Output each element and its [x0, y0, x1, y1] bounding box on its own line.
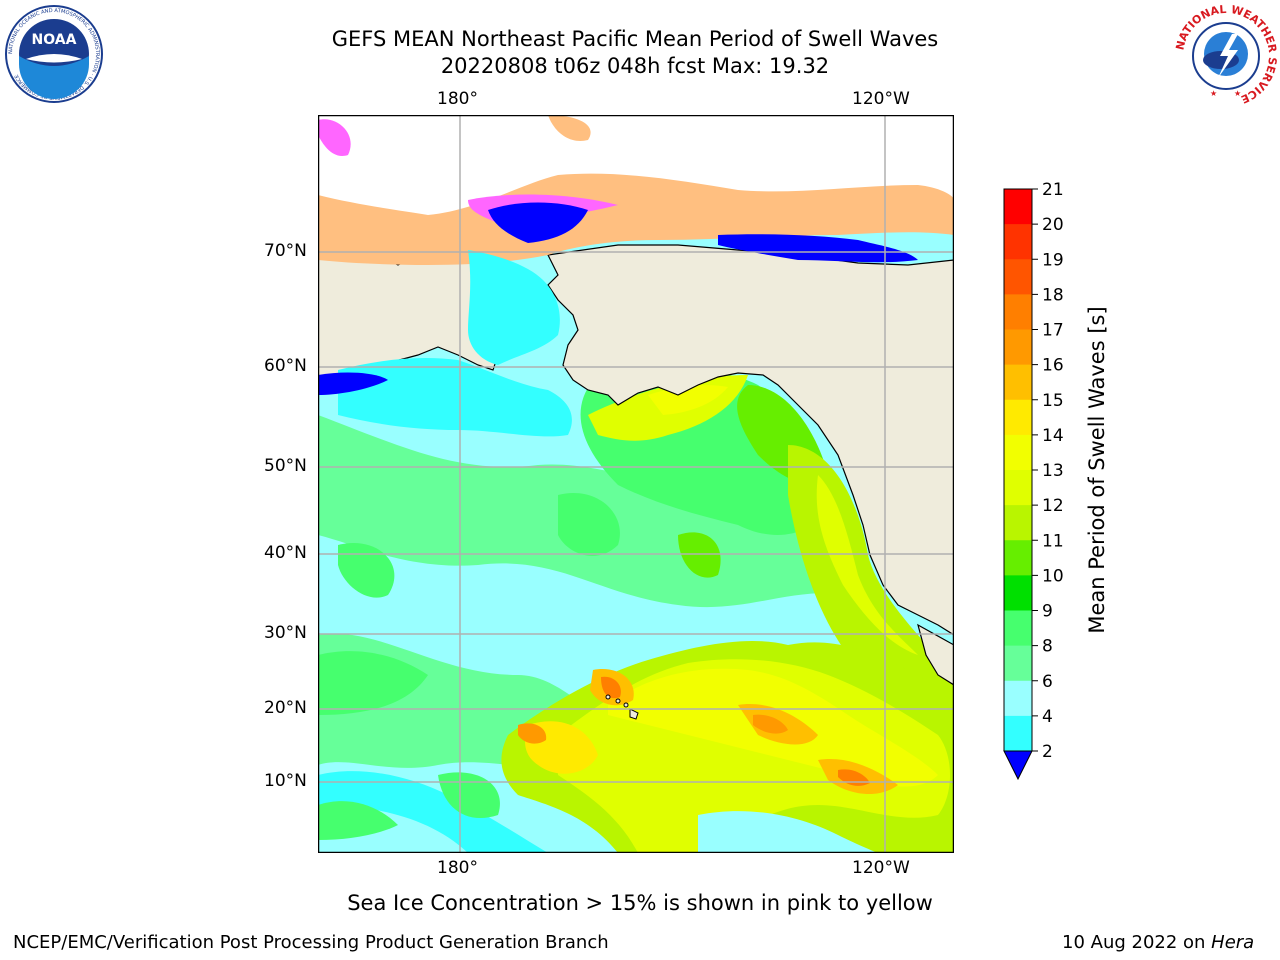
- colorbar-tick-label: 17: [1042, 321, 1064, 341]
- colorbar-segment: [1004, 364, 1032, 401]
- colorbar-segment: [1004, 329, 1032, 366]
- colorbar-tick-label: 13: [1042, 461, 1064, 481]
- lat-label-70n: 70°N: [264, 241, 307, 261]
- lat-label-30n: 30°N: [264, 623, 307, 643]
- colorbar-tick-label: 15: [1042, 391, 1064, 411]
- lat-label-10n: 10°N: [264, 771, 307, 791]
- colorbar-tick-label: 14: [1042, 426, 1064, 446]
- date-stamp: 10 Aug 2022 on Hera: [1062, 932, 1254, 953]
- colorbar-tick-label: 4: [1042, 707, 1053, 727]
- arctic-band: [318, 115, 954, 265]
- colorbar-tick-label: 20: [1042, 215, 1064, 235]
- colorbar-segment: [1004, 470, 1032, 506]
- svg-text:★: ★: [1234, 89, 1241, 98]
- colorbar-tick-label: 6: [1042, 672, 1053, 692]
- colorbar-segment: [1004, 434, 1032, 471]
- map-svg: [317, 114, 955, 854]
- colorbar-segment: [1004, 715, 1032, 752]
- date-text: 10 Aug 2022 on: [1062, 932, 1212, 953]
- colorbar-tick-label: 2: [1042, 742, 1053, 762]
- colorbar-tick-label: 9: [1042, 602, 1053, 622]
- colorbar-svg: 21 20 19 18 17 16 15 14 13 12 11 10 9 8 6 4 2: [1003, 180, 1064, 781]
- noaa-logo: NATIONAL OCEANIC AND ATMOSPHERIC ADMINIS…: [4, 4, 104, 104]
- map-panel: [317, 114, 955, 854]
- colorbar-tick-label: 12: [1042, 496, 1064, 516]
- machine-name: Hera: [1211, 932, 1255, 953]
- top-lon-label-120w: 120°W: [852, 89, 910, 109]
- colorbar-segment: [1004, 505, 1032, 541]
- colorbar-segment: [1004, 189, 1032, 225]
- top-lon-label-180: 180°: [437, 89, 478, 109]
- colorbar-tick-label: 19: [1042, 250, 1064, 270]
- hawaii-islands: [605, 694, 639, 720]
- sea-ice-note: Sea Ice Concentration > 15% is shown in …: [347, 891, 933, 915]
- colorbar-segment: [1004, 575, 1032, 611]
- bottom-lon-label-120w: 120°W: [852, 858, 910, 878]
- colorbar-extend-arrow: [1003, 750, 1033, 781]
- colorbar-segment: [1004, 680, 1032, 717]
- colorbar-tick-label: 8: [1042, 637, 1053, 657]
- bottom-lon-label-180: 180°: [437, 858, 478, 878]
- colorbar-tick-label: 16: [1042, 356, 1064, 376]
- lat-label-40n: 40°N: [264, 543, 307, 563]
- noaa-logo-text: NOAA: [32, 32, 77, 48]
- colorbar: 21 20 19 18 17 16 15 14 13 12 11 10 9 8 6 4 2: [990, 175, 1130, 795]
- chart-subtitle: 20220808 t06z 048h fcst Max: 19.32: [440, 54, 830, 78]
- colorbar-segment: [1004, 645, 1032, 682]
- swell-field: [318, 368, 954, 853]
- credit-text: NCEP/EMC/Verification Post Processing Pr…: [13, 932, 609, 953]
- chart-title: GEFS MEAN Northeast Pacific Mean Period …: [331, 27, 939, 51]
- colorbar-tick-label: 21: [1042, 180, 1064, 200]
- colorbar-label: Mean Period of Swell Waves [s]: [1085, 306, 1109, 634]
- lat-label-50n: 50°N: [264, 456, 307, 476]
- map-grid: [318, 115, 954, 853]
- map-border: [317, 114, 955, 854]
- nws-logo: NATIONAL WEATHER SERVICE ★ ★: [1173, 3, 1279, 108]
- colorbar-tick-label: 11: [1042, 531, 1064, 551]
- lat-label-60n: 60°N: [264, 356, 307, 376]
- lat-label-20n: 20°N: [264, 698, 307, 718]
- colorbar-segment: [1004, 399, 1032, 436]
- colorbar-tick-label: 18: [1042, 285, 1064, 305]
- colorbar-segment: [1004, 294, 1032, 330]
- svg-text:★: ★: [1210, 89, 1217, 98]
- colorbar-segment: [1004, 224, 1032, 260]
- colorbar-tick-label: 10: [1042, 566, 1064, 586]
- colorbar-segment: [1004, 259, 1032, 295]
- colorbar-segment: [1004, 610, 1032, 647]
- colorbar-segment: [1004, 540, 1032, 576]
